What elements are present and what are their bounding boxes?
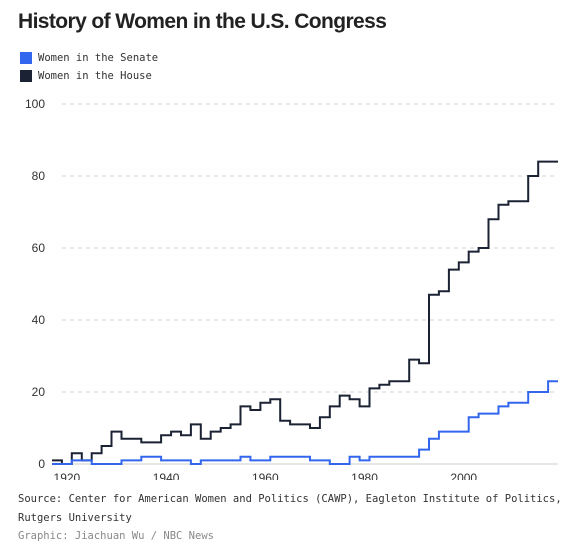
x-tick-label-2000: 2000 [450, 471, 477, 480]
legend-swatch-house [20, 70, 32, 82]
legend-item-house: Women in the House [20, 67, 158, 85]
legend-item-senate: Women in the Senate [20, 49, 158, 67]
x-tick-label-1940: 1940 [153, 471, 180, 480]
y-tick-label-20: 20 [32, 385, 46, 399]
graphic-credit: Graphic: Jiachuan Wu / NBC News [18, 530, 214, 542]
y-tick-label-0: 0 [38, 457, 45, 471]
legend-label-senate: Women in the Senate [38, 52, 159, 64]
chart-title: History of Women in the U.S. Congress [18, 10, 387, 33]
source-note: Source: Center for American Women and Po… [18, 493, 562, 524]
chart-plot: 0 20 40 60 80 100 1920 1940 1960 1980 2000 [25, 97, 558, 480]
x-tick-label-1920: 1920 [54, 471, 81, 480]
legend-label-house: Women in the House [38, 70, 152, 82]
y-tick-label-100: 100 [25, 97, 45, 111]
series-line-women-in-the-senate [52, 380, 558, 465]
legend-swatch-senate [20, 52, 32, 64]
series-line-women-in-the-house [52, 160, 558, 465]
footer: Source: Center for American Women and Po… [18, 490, 568, 546]
y-tick-label-80: 80 [32, 169, 46, 183]
x-tick-label-1960: 1960 [252, 471, 279, 480]
x-tick-label-1980: 1980 [351, 471, 378, 480]
y-tick-label-60: 60 [32, 241, 46, 255]
legend: Women in the Senate Women in the House [20, 49, 158, 85]
y-tick-label-40: 40 [32, 313, 46, 327]
